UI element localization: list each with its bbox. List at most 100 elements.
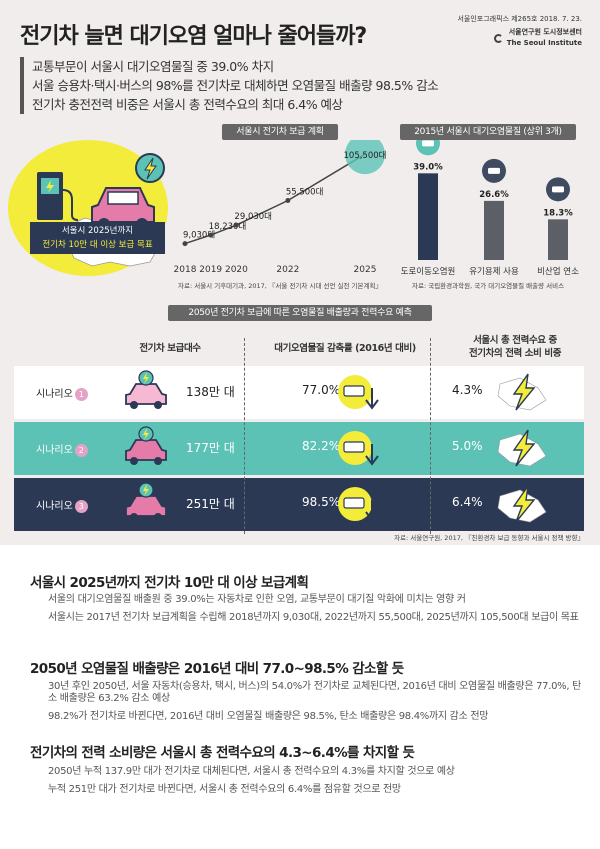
down-arrow-icon (365, 500, 379, 522)
icon-shape (552, 186, 564, 193)
ev-plan-source: 자료: 서울시 기후대기과, 2017, 『서울 전기차 시대 선언 실천 기본… (178, 282, 382, 290)
ev-x-tick: 2020 (225, 265, 248, 275)
icon-shape (488, 167, 500, 174)
scenario-row-3: 시나리오 3 251만 대 98.5% 6.4% (14, 478, 584, 531)
column-divider (244, 338, 245, 534)
electric-car-icon (91, 187, 155, 230)
scenario-cars: 177만 대 (186, 441, 235, 455)
charging-station-icon (37, 172, 79, 221)
pollutant-category: 유기용제 사용 (469, 267, 519, 277)
pollutant-data-label: 39.0% (413, 162, 443, 172)
pollutant-category: 도로이동오염원 (401, 266, 456, 277)
scenario-row-1: 시나리오 1 138만 대 77.0% 4.3% (14, 366, 584, 419)
down-arrow-icon (365, 444, 379, 466)
goal-box: 서울시 2025년까지 전기차 10만 대 이상 보급 목표 (30, 222, 165, 254)
publisher-logo: 서울연구원 도시정보센터 The Seoul Institute (457, 27, 582, 49)
pollutant-data-label: 18.3% (543, 208, 573, 218)
scenario-power: 6.4% (452, 495, 483, 509)
ev-point (182, 241, 188, 247)
issue-label: 서울인포그래픽스 제265호 2018. 7. 23. (457, 15, 582, 23)
scenario-power: 4.3% (452, 383, 483, 397)
pollutant-category: 비산업 연소 (537, 266, 579, 277)
summary-list: 교통부문이 서울시 대기오염물질 중 39.0% 차지 서울 승용차·택시·버스… (20, 57, 439, 114)
section-title-2: 2050년 오염물질 배출량은 2016년 대비 77.0~98.5% 감소할 … (30, 661, 404, 677)
ev-plan-chart: 9,030대 2018 18,230대 2019 29,030대 2020 55,500대 2… (174, 140, 387, 275)
scenario-reduction: 77.0% (302, 383, 341, 397)
summary-item: 교통부문이 서울시 대기오염물질 중 39.0% 차지 (32, 59, 274, 74)
emission-reduction-icon (338, 431, 379, 466)
lightning-icon (135, 153, 165, 183)
col-head-power-line1: 서울시 총 전력수요 중 (473, 335, 557, 346)
pollutant-bar (418, 173, 438, 260)
ev-data-label: 29,030대 (234, 212, 272, 222)
pollutant-source: 자료: 국립환경과학원, 국가 대기오염물질 배출량 서비스 (412, 282, 565, 290)
column-divider (430, 338, 431, 534)
section-2-para-2: 98.2%가 전기차로 바뀐다면, 2016년 대비 오염물질 배출량은 98.… (48, 711, 489, 722)
scenario-source: 자료: 서울연구원, 2017, 『친환경차 보급 동향과 서울시 정책 방향』 (394, 534, 584, 542)
scenario-power: 5.0% (452, 439, 483, 453)
goal-line1: 서울시 2025년까지 (61, 226, 134, 236)
electric-car-icon (125, 370, 167, 409)
pollutant-bar (548, 219, 568, 260)
seoul-institute-logo-icon (493, 33, 503, 43)
icon-shape (422, 140, 434, 147)
ev-point (233, 222, 239, 228)
scenario-cars: 251만 대 (186, 497, 235, 511)
scenario-number: 2 (74, 444, 88, 457)
col-head-reduction: 대기오염물질 감축률 (2016년 대비) (274, 343, 416, 354)
emission-reduction-icon (338, 487, 379, 522)
scenario-number: 1 (74, 388, 88, 401)
ev-x-tick: 2018 (174, 265, 197, 275)
col-head-cars: 전기차 보급대수 (139, 343, 201, 354)
ev-x-tick: 2019 (199, 265, 222, 275)
scenario-row-2: 시나리오 2 177만 대 82.2% 5.0% (14, 422, 584, 475)
ev-data-label: 105,500대 (344, 151, 387, 161)
scenario-number: 3 (74, 500, 88, 513)
pollutant-data-label: 26.6% (479, 190, 509, 200)
summary-item: 서울 승용차·택시·버스의 98%를 전기차로 대체하면 오염물질 배출량 98… (32, 78, 439, 93)
scenario-name: 시나리오 3 (36, 497, 88, 513)
section-1-para-2: 서울시는 2017년 전기차 보급계획을 수립해 2018년까지 9,030대,… (48, 612, 579, 623)
pollutant-bar (484, 200, 504, 260)
ev-point (208, 232, 214, 238)
ev-x-tick: 2025 (354, 265, 377, 275)
scenario-cars: 138만 대 (186, 385, 235, 399)
publication-info: 서울인포그래픽스 제265호 2018. 7. 23. 서울연구원 도시정보센터… (457, 14, 582, 49)
scenario-reduction: 82.2% (302, 439, 341, 453)
pollutant-header: 2015년 서울시 대기오염물질 (상위 3개) (400, 124, 576, 140)
ev-illustration (37, 153, 165, 267)
org-name: 서울연구원 도시정보센터 (508, 28, 582, 36)
section-title-1: 서울시 2025년까지 전기차 10만 대 이상 보급계획 (30, 575, 309, 591)
ev-point (345, 140, 385, 175)
col-head-power-line2: 전기차의 전력 소비 비중 (468, 348, 562, 359)
summary-item: 전기차 충전전력 비중은 서울시 총 전력수요의 최대 6.4% 예상 (32, 97, 343, 112)
section-2-para-1: 30년 후인 2050년, 서울 자동차(승용차, 택시, 버스)의 54.0%… (48, 681, 582, 704)
scenario-name: 시나리오 1 (36, 385, 88, 401)
org-name-en: The Seoul Institute (506, 39, 582, 47)
col-head-power: 서울시 총 전력수요 중 전기차의 전력 소비 비중 (440, 334, 590, 360)
lightning-icon (497, 373, 547, 411)
down-arrow-icon (365, 388, 379, 410)
electric-car-icon (125, 426, 167, 465)
ev-data-label: 9,030대 (183, 231, 215, 241)
ev-data-label: 18,230대 (209, 222, 247, 232)
section-1-para-1: 서울의 대기오염물질 배출원 중 39.0%는 자동차로 인한 오염, 교통부문… (48, 594, 466, 605)
scenario-icons (125, 370, 547, 523)
ev-x-tick: 2022 (276, 265, 299, 275)
section-3-para-1: 2050년 누적 137.9만 대가 전기차로 대체된다면, 서울시 총 전력수… (48, 766, 455, 777)
goal-line2: 전기차 10만 대 이상 보급 목표 (42, 240, 153, 250)
scenario-header: 2050년 전기차 보급에 따른 오염물질 배출량과 전력수요 예측 (168, 305, 432, 321)
page-title: 전기차 늘면 대기오염 얼마나 줄어들까? (20, 24, 367, 49)
ev-point (285, 198, 291, 204)
electric-car-icon (125, 482, 167, 521)
ev-plan-header: 서울시 전기차 보급 계획 (222, 124, 338, 140)
lightning-icon (497, 429, 547, 467)
emission-reduction-icon (338, 375, 379, 410)
section-3-para-2: 누적 251만 대가 전기차로 바뀐다면, 서울시 총 전력수요의 6.4%를 … (48, 784, 401, 795)
lightning-icon (497, 485, 547, 523)
ev-data-label: 55,500대 (286, 188, 324, 198)
pollutant-chart: 39.0% 도로이동오염원 26.6% 유기용제 사용 18.3% 비산업 연소 (401, 140, 579, 277)
scenario-name: 시나리오 2 (36, 441, 88, 457)
section-title-3: 전기차의 전력 소비량은 서울시 총 전력수요의 4.3~6.4%를 차지할 듯 (30, 745, 415, 761)
